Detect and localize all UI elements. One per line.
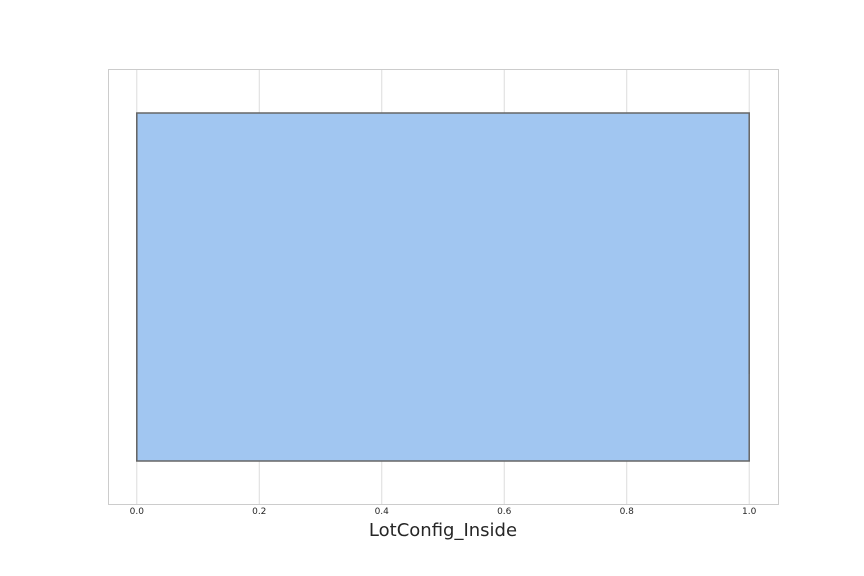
x-axis-label: LotConfig_Inside <box>369 520 517 541</box>
box-iqr <box>136 112 750 462</box>
x-tick-label: 0.8 <box>620 507 635 517</box>
x-tick-labels: 0.0 0.2 0.4 0.6 0.8 1.0 <box>130 507 757 517</box>
x-tick-label: 0.4 <box>375 507 390 517</box>
box-layer <box>136 112 750 462</box>
x-tick-label: 0.6 <box>497 507 512 517</box>
plot-frame <box>108 69 779 505</box>
x-tick-label: 0.0 <box>130 507 145 517</box>
x-tick-label: 0.2 <box>252 507 266 517</box>
x-tick-label: 1.0 <box>742 507 757 517</box>
